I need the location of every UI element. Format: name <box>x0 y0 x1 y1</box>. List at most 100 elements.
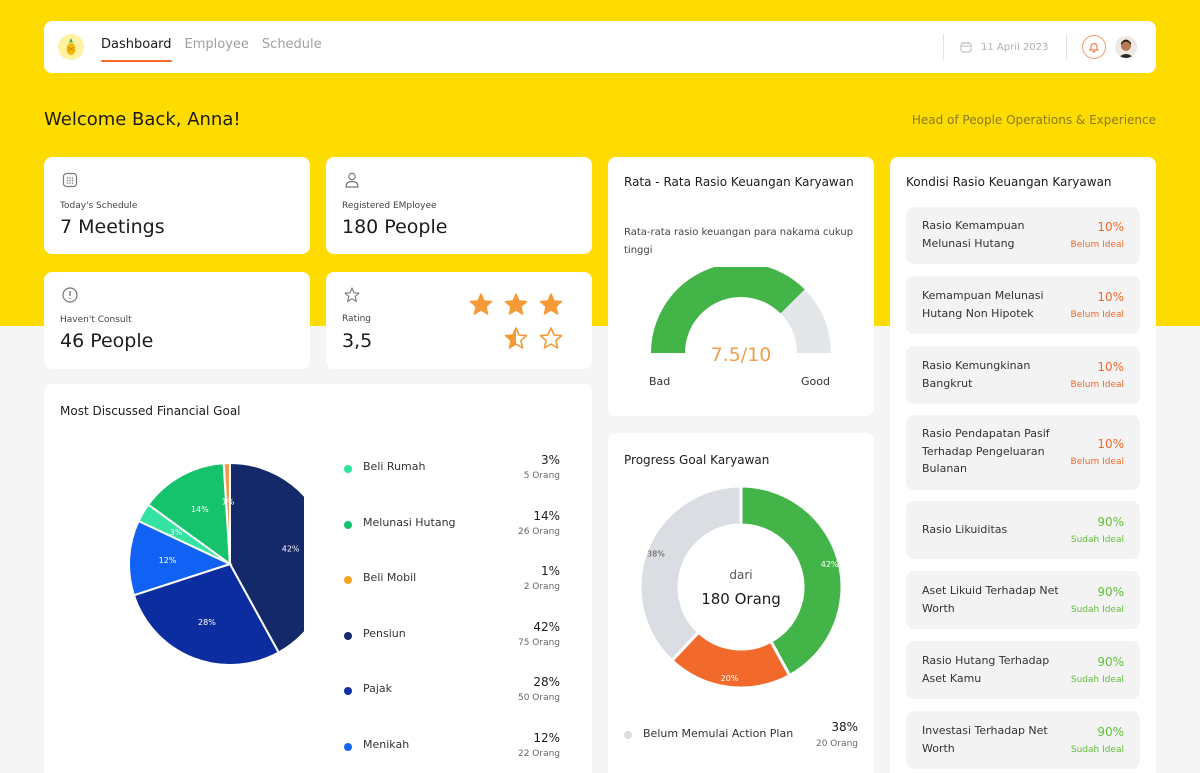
rating-stars <box>469 293 563 349</box>
nav-schedule[interactable]: Schedule <box>261 37 322 52</box>
legend-row: Pajak 28% 50 Orang <box>342 675 560 722</box>
donut-center-label: 180 Orang <box>701 590 781 608</box>
kondisi-item[interactable]: Rasio Pendapatan Pasif Terhadap Pengelua… <box>906 415 1140 490</box>
rating-star-icon <box>539 327 563 349</box>
legend-dot <box>344 465 352 473</box>
kondisi-item-value: 10% <box>1097 220 1124 234</box>
legend-pct: 38% <box>831 720 858 734</box>
date-text: 11 April 2023 <box>981 41 1049 53</box>
legend-count: 75 Orang <box>517 638 560 648</box>
nav-dashboard[interactable]: Dashboard <box>101 21 172 73</box>
donut-slice-label: 38% <box>647 549 665 558</box>
kondisi-item-name: Rasio Kemampuan Melunasi Hutang <box>922 219 1025 250</box>
pie-slice-label: 42% <box>282 544 300 553</box>
pie-slice-label: 12% <box>159 556 177 565</box>
rating-star-icon <box>539 293 563 315</box>
rasio-description: Rata-rata rasio keuangan para nakama cuk… <box>624 227 854 256</box>
gauge-bad-label: Bad <box>649 375 671 388</box>
donut-slice-label: 20% <box>721 674 739 683</box>
stat-value: 46 People <box>60 330 154 352</box>
pie-slice-label: 3% <box>170 528 183 537</box>
kondisi-item[interactable]: Aset Likuid Terhadap Net Worth 90% Sudah… <box>906 571 1140 629</box>
top-header-bar: Dashboard Employee Schedule 11 April 202… <box>44 21 1156 73</box>
donut-slice[interactable] <box>638 484 743 663</box>
legend-name: Belum Memulai Action Plan <box>643 727 794 740</box>
stat-value: 180 People <box>342 216 448 238</box>
legend-name: Pajak <box>363 682 393 695</box>
legend-pct: 1% <box>540 564 560 578</box>
stat-label: Today's Schedule <box>60 201 138 211</box>
rasio-card: Rata - Rata Rasio Keuangan Karyawan Rata… <box>608 157 874 416</box>
pie-slice[interactable] <box>222 461 231 565</box>
legend-dot <box>624 731 632 739</box>
pie-slice[interactable] <box>146 462 232 567</box>
notification-bell-button[interactable] <box>1082 35 1106 59</box>
kondisi-item[interactable]: Rasio Hutang Terhadap Aset Kamu 90% Suda… <box>906 641 1140 699</box>
legend-name: Beli Rumah <box>363 460 426 473</box>
stat-card-consult[interactable]: Haven't Consult 46 People <box>44 272 310 369</box>
progress-goal-card: Progress Goal Karyawan 42% 20% 38% dari 18… <box>608 433 874 773</box>
stat-card-employee[interactable]: Registered EMployee 180 People <box>326 157 592 254</box>
stat-value: 3,5 <box>342 330 373 352</box>
stat-card-rating[interactable]: Rating 3,5 <box>326 272 592 369</box>
kondisi-item[interactable]: Kemampuan Melunasi Hutang Non Hipotek 10… <box>906 276 1140 334</box>
kondisi-item-name: Rasio Pendapatan Pasif Terhadap Pengelua… <box>922 427 1050 475</box>
kondisi-item-status: Belum Ideal <box>1070 380 1124 390</box>
stat-label: Haven't Consult <box>60 315 132 325</box>
pineapple-logo-icon[interactable] <box>58 34 84 60</box>
user-avatar[interactable] <box>1115 36 1137 58</box>
legend-count: 22 Orang <box>517 749 560 759</box>
calendar-icon <box>960 42 972 53</box>
rating-star-icon <box>504 293 528 315</box>
alert-circle-icon <box>62 287 78 303</box>
stat-label: Registered EMployee <box>342 201 437 211</box>
legend-dot <box>344 687 352 695</box>
pie-slice-label: 28% <box>198 618 216 627</box>
kondisi-item-name: Aset Likuid Terhadap Net Worth <box>922 584 1059 615</box>
bell-icon <box>1088 43 1100 53</box>
kondisi-item-status: Belum Ideal <box>1070 457 1124 467</box>
kondisi-item-value: 10% <box>1097 437 1124 451</box>
kondisi-item[interactable]: Investasi Terhadap Net Worth 90% Sudah I… <box>906 711 1140 769</box>
legend-name: Menikah <box>363 738 410 751</box>
kondisi-card: Kondisi Rasio Keuangan Karyawan Rasio Ke… <box>890 157 1156 773</box>
star-outline-icon <box>344 287 360 303</box>
kondisi-item-value: 90% <box>1097 585 1124 599</box>
legend-count: 20 Orang <box>815 739 858 749</box>
kondisi-item-value: 10% <box>1097 290 1124 304</box>
kondisi-item-value: 90% <box>1097 515 1124 529</box>
kondisi-item-name: Rasio Kemungkinan Bangkrut <box>922 359 1031 390</box>
kondisi-item-name: Rasio Hutang Terhadap Aset Kamu <box>922 654 1050 685</box>
date-display[interactable]: 11 April 2023 <box>960 21 1048 73</box>
legend-pct: 28% <box>533 675 560 689</box>
legend-count: 26 Orang <box>517 527 560 537</box>
legend-dot <box>344 576 352 584</box>
kondisi-item-value: 90% <box>1097 655 1124 669</box>
legend-row: Beli Rumah 3% 5 Orang <box>342 453 560 500</box>
legend-name: Melunasi Hutang <box>363 516 456 529</box>
user-role: Head of People Operations & Experience <box>911 113 1156 127</box>
stat-card-schedule[interactable]: Today's Schedule 7 Meetings <box>44 157 310 254</box>
main-nav: Dashboard Employee Schedule <box>101 21 335 73</box>
legend-count: 50 Orang <box>517 693 560 703</box>
kondisi-item[interactable]: Rasio Kemungkinan Bangkrut 10% Belum Ide… <box>906 346 1140 404</box>
donut-slice[interactable] <box>739 484 844 678</box>
stat-label: Rating <box>342 314 372 324</box>
legend-row: Menikah 12% 22 Orang <box>342 731 560 773</box>
pie-slice-label: 1% <box>222 497 235 506</box>
pie-slice[interactable] <box>132 562 281 666</box>
kondisi-item-status: Sudah Ideal <box>1070 675 1124 685</box>
legend-row: Pensiun 42% 75 Orang <box>342 620 560 667</box>
rating-star-icon <box>504 327 528 349</box>
legend-row: Beli Mobil 1% 2 Orang <box>342 564 560 611</box>
welcome-greeting: Welcome Back, Anna! <box>44 109 241 130</box>
kondisi-item-status: Sudah Ideal <box>1070 605 1124 615</box>
nav-employee[interactable]: Employee <box>184 37 249 52</box>
gauge-good-label: Good <box>801 375 830 388</box>
pie-slice[interactable] <box>128 519 233 597</box>
kondisi-item-value: 10% <box>1097 360 1124 374</box>
kondisi-item[interactable]: Rasio Likuiditas 90% Sudah Ideal <box>906 501 1140 559</box>
pie-slice[interactable] <box>229 461 304 654</box>
kondisi-item[interactable]: Rasio Kemampuan Melunasi Hutang 10% Belu… <box>906 207 1140 264</box>
legend-dot <box>344 521 352 529</box>
